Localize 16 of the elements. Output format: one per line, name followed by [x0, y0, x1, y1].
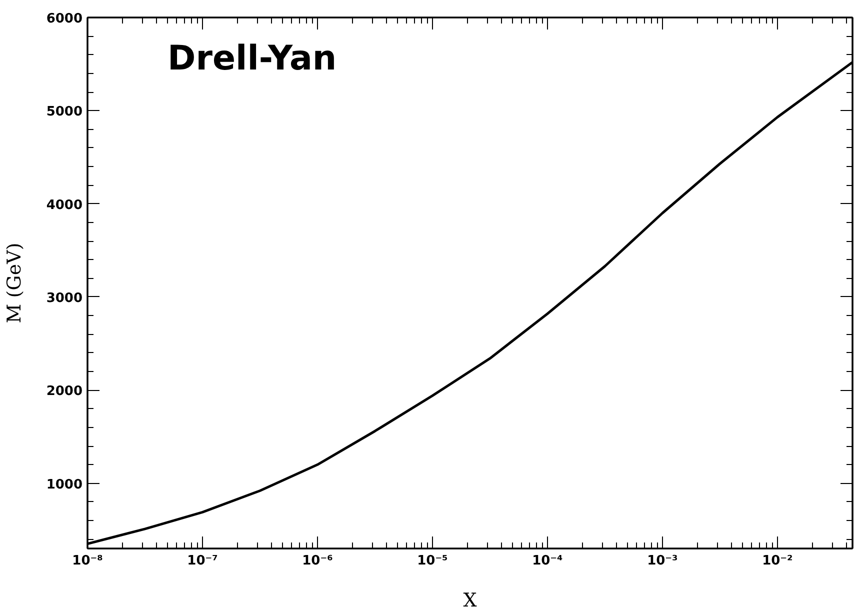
y-tick-label: 5000: [46, 104, 83, 120]
x-tick-label: 10⁻⁸: [72, 554, 104, 568]
x-tick-label: 10⁻²: [762, 554, 793, 568]
x-tick-label: 10⁻⁴: [532, 554, 564, 568]
x-tick-label: 10⁻⁵: [417, 554, 448, 568]
y-tick-label: 1000: [46, 477, 83, 492]
y-tick-label: 4000: [46, 198, 83, 213]
x-axis-title: X: [463, 590, 478, 612]
y-tick-label: 2000: [46, 384, 83, 400]
x-tick-label: 10⁻⁶: [302, 554, 334, 568]
x-tick-label: 10⁻³: [647, 554, 678, 568]
y-tick-label: 3000: [46, 290, 83, 306]
y-axis-title: M (GeV): [3, 242, 26, 324]
annotation: Drell-Yan: [168, 38, 337, 78]
y-tick-label: 6000: [46, 12, 83, 26]
x-tick-label: 10⁻⁷: [187, 554, 218, 568]
